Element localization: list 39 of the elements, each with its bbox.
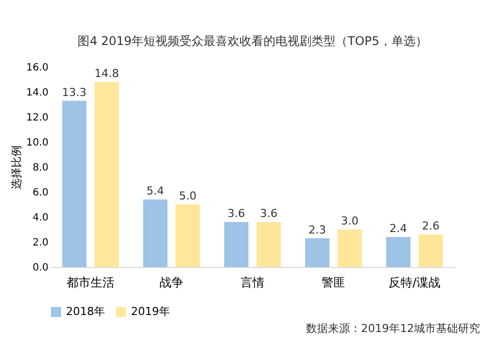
data-label: 3.0 bbox=[340, 214, 358, 228]
bar bbox=[62, 100, 86, 267]
y-tick-label: 0.0 bbox=[32, 262, 48, 274]
data-label: 5.4 bbox=[146, 184, 164, 198]
y-tick-label: 4.0 bbox=[32, 212, 48, 224]
data-label: 13.3 bbox=[62, 86, 87, 99]
x-tick-label: 战争 bbox=[160, 276, 184, 290]
y-tick-label: 14.0 bbox=[26, 88, 48, 98]
y-tick-label: 12.0 bbox=[26, 112, 48, 124]
bar bbox=[94, 82, 119, 267]
data-label: 3.6 bbox=[228, 207, 246, 220]
x-tick-label: 都市生活 bbox=[66, 276, 114, 290]
y-tick-label: 2.0 bbox=[32, 238, 48, 248]
bar bbox=[143, 200, 168, 267]
data-label: 2.3 bbox=[308, 223, 326, 236]
data-label: 2.6 bbox=[422, 220, 440, 232]
x-tick-label: 反特/谍战 bbox=[388, 276, 441, 290]
y-tick-label: 6.0 bbox=[32, 188, 48, 198]
data-label: 14.8 bbox=[94, 67, 119, 80]
y-tick-label: 16.0 bbox=[26, 62, 48, 74]
bar bbox=[386, 237, 410, 267]
data-label: 5.0 bbox=[178, 190, 196, 202]
chart-title: 图4 2019年短视频受众最喜欢收看的电视剧类型（TOP5，单选） bbox=[78, 34, 428, 48]
bar bbox=[176, 204, 200, 267]
x-tick-label: 警匪 bbox=[322, 276, 346, 290]
bar bbox=[418, 234, 443, 267]
y-axis-title: 选择比例 bbox=[10, 146, 24, 190]
legend-label: 2018年 bbox=[66, 305, 105, 318]
data-label: 3.6 bbox=[260, 207, 278, 220]
bar bbox=[256, 222, 281, 267]
bar bbox=[338, 230, 362, 267]
y-tick-label: 10.0 bbox=[26, 138, 48, 148]
y-tick-label: 8.0 bbox=[32, 162, 48, 174]
legend-label: 2019年 bbox=[131, 305, 170, 318]
bar bbox=[305, 238, 330, 267]
x-tick-label: 言情 bbox=[240, 276, 264, 290]
data-label: 2.4 bbox=[390, 222, 408, 235]
source-note: 数据来源：2019年12城市基础研究 bbox=[306, 322, 480, 335]
bar bbox=[224, 222, 248, 267]
